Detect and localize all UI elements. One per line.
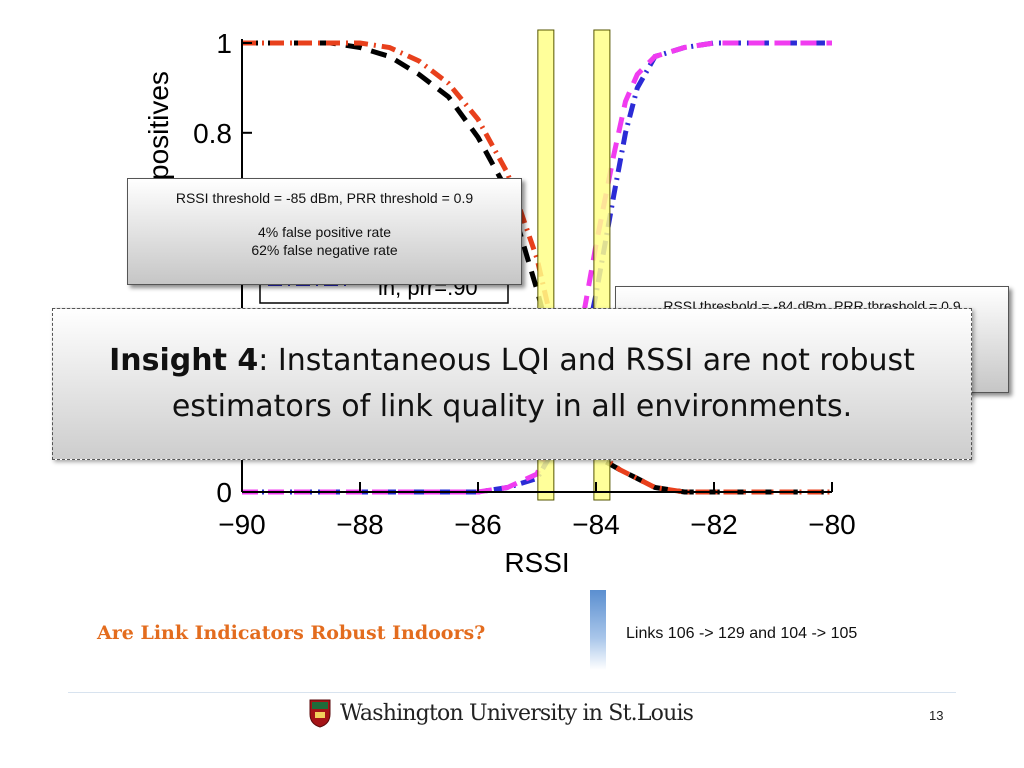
series-line-4 bbox=[242, 40, 832, 495]
y-axis-label: positives bbox=[143, 71, 174, 180]
insight-box: Insight 4: Instantaneous LQI and RSSI ar… bbox=[52, 308, 972, 460]
insight-label: Insight 4 bbox=[109, 343, 259, 378]
x-tick-label: −80 bbox=[808, 509, 856, 540]
x-tick-label: −82 bbox=[690, 509, 738, 540]
x-axis-label: RSSI bbox=[504, 547, 569, 578]
y-tick-label: 0 bbox=[216, 477, 232, 508]
university-name: Washington University in St.Louis bbox=[340, 700, 694, 726]
callout-1-line-2: 4% false positive rate bbox=[257, 224, 392, 240]
insight-text: Insight 4: Instantaneous LQI and RSSI ar… bbox=[83, 338, 941, 430]
accent-bar bbox=[590, 590, 606, 670]
university-seal-icon bbox=[309, 699, 331, 728]
footer-divider bbox=[68, 692, 956, 693]
x-tick-label: −88 bbox=[336, 509, 384, 540]
page-number: 13 bbox=[929, 708, 944, 723]
callout-rssi-85: RSSI threshold = -85 dBm, PRR threshold … bbox=[127, 178, 522, 285]
callout-1-line-3: 62% false negative rate bbox=[251, 242, 398, 258]
university-logo: Washington University in St.Louis bbox=[308, 698, 694, 728]
slide-title: Are Link Indicators Robust Indoors? bbox=[97, 622, 486, 644]
links-caption: Links 106 -> 129 and 104 -> 105 bbox=[626, 625, 858, 642]
insight-body: : Instantaneous LQI and RSSI are not rob… bbox=[171, 343, 915, 424]
x-tick-label: −84 bbox=[572, 509, 620, 540]
x-tick-label: −86 bbox=[454, 509, 502, 540]
callout-1-line-1: RSSI threshold = -85 dBm, PRR threshold … bbox=[175, 190, 474, 206]
y-tick-label: 0.8 bbox=[193, 118, 232, 149]
x-tick-label: −90 bbox=[218, 509, 266, 540]
y-tick-label: 1 bbox=[216, 28, 232, 59]
